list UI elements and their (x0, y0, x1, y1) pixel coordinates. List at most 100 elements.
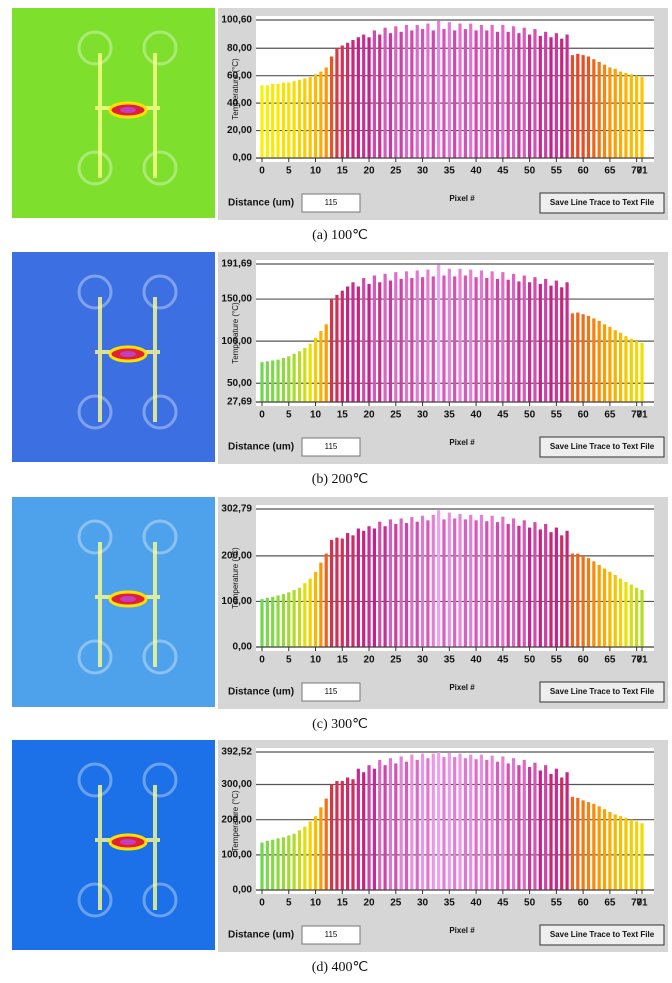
bar (608, 571, 612, 647)
bar (618, 816, 623, 890)
bar (346, 533, 350, 647)
bar (281, 594, 286, 647)
bar (517, 525, 521, 647)
save-button[interactable] (539, 681, 665, 703)
bar (329, 539, 334, 647)
bar (495, 31, 500, 158)
bar (458, 23, 462, 158)
bar (597, 61, 601, 158)
bar (576, 312, 580, 402)
bar (431, 514, 435, 647)
save-button-label: Save Line Trace to Text File (550, 442, 655, 451)
y-tick-label: 200,00 (221, 814, 252, 825)
save-button[interactable] (539, 436, 665, 458)
bar (260, 842, 264, 890)
bar (629, 584, 633, 647)
bar (324, 67, 328, 158)
x-tick-label: 20 (363, 655, 375, 666)
image-pad (77, 639, 113, 675)
y-tick-label: 0,00 (233, 153, 253, 164)
bar (319, 331, 323, 402)
x-tick-label: 10 (310, 655, 322, 666)
bar (592, 59, 596, 158)
bar (356, 286, 360, 402)
bar (635, 75, 639, 158)
x-tick-label: 10 (310, 166, 322, 177)
bar (426, 758, 430, 890)
bar (613, 574, 617, 647)
bar (276, 838, 280, 890)
x-tick-label: 60 (578, 655, 590, 666)
bar (501, 24, 505, 158)
bar (415, 521, 419, 647)
bar (265, 840, 269, 890)
panel: 0,00 100,00 200,00 300,00 392,52 0 5 10 15 20 25 30… (12, 740, 668, 975)
bar (292, 833, 296, 890)
x-tick-label: 60 (578, 410, 590, 421)
x-tick-label: 10 (310, 410, 322, 421)
y-tick-label: 302,79 (221, 504, 252, 515)
bar (479, 270, 484, 402)
save-button[interactable] (539, 192, 665, 214)
y-tick-label: 50,00 (227, 378, 252, 389)
bar (297, 79, 302, 158)
bar (367, 283, 371, 402)
x-tick-label: 0 (259, 166, 265, 177)
bar (602, 809, 607, 890)
bar (549, 37, 553, 158)
bar (415, 24, 419, 158)
bar (469, 23, 473, 158)
bar (592, 803, 596, 890)
bar (297, 587, 302, 647)
x-tick-label: 71 (636, 898, 648, 909)
image-pad (142, 274, 178, 310)
x-tick-label: 25 (390, 898, 402, 909)
bar (324, 798, 328, 890)
bar (394, 26, 398, 159)
save-button[interactable] (539, 924, 665, 946)
image-pad (142, 639, 178, 675)
bar (388, 519, 393, 647)
bar (554, 280, 558, 402)
bar (560, 38, 564, 158)
bar (372, 275, 376, 402)
y-axis-label: Temperature (°C) (231, 547, 240, 609)
bar (479, 754, 484, 890)
bar (528, 282, 532, 402)
bar (453, 518, 457, 647)
bar (287, 592, 291, 647)
x-tick-label: 40 (471, 898, 483, 909)
bar (501, 272, 505, 402)
bar (517, 33, 521, 158)
bar (511, 758, 516, 890)
bar (303, 826, 307, 890)
bar (565, 34, 569, 158)
image-pad (142, 519, 178, 555)
bar (437, 20, 441, 159)
x-tick-label: 15 (337, 655, 349, 666)
bar (533, 29, 537, 158)
bar (463, 29, 467, 158)
bar (420, 277, 425, 402)
bar (608, 811, 612, 890)
bar (340, 538, 344, 647)
x-tick-label: 70 (631, 410, 643, 421)
distance-input (301, 925, 361, 945)
bar (597, 320, 601, 402)
image-pad (77, 882, 113, 918)
bar (586, 802, 591, 890)
distance-value: 115 (325, 442, 338, 451)
y-tick-label: 0,00 (233, 885, 253, 896)
bar (635, 341, 639, 402)
bar (287, 356, 291, 402)
bar (549, 773, 553, 890)
distance-label: Distance (um) (228, 687, 294, 698)
distance-label: Distance (um) (228, 442, 294, 453)
bar (517, 765, 521, 890)
x-tick-label: 0 (259, 898, 265, 909)
panel: 0,00 20,00 40,00 60,00 80,00 100,60 0 5 10 15 20 25… (12, 8, 668, 243)
bar (533, 762, 537, 890)
bar (378, 282, 382, 402)
bar (554, 33, 558, 158)
bar (565, 772, 569, 890)
